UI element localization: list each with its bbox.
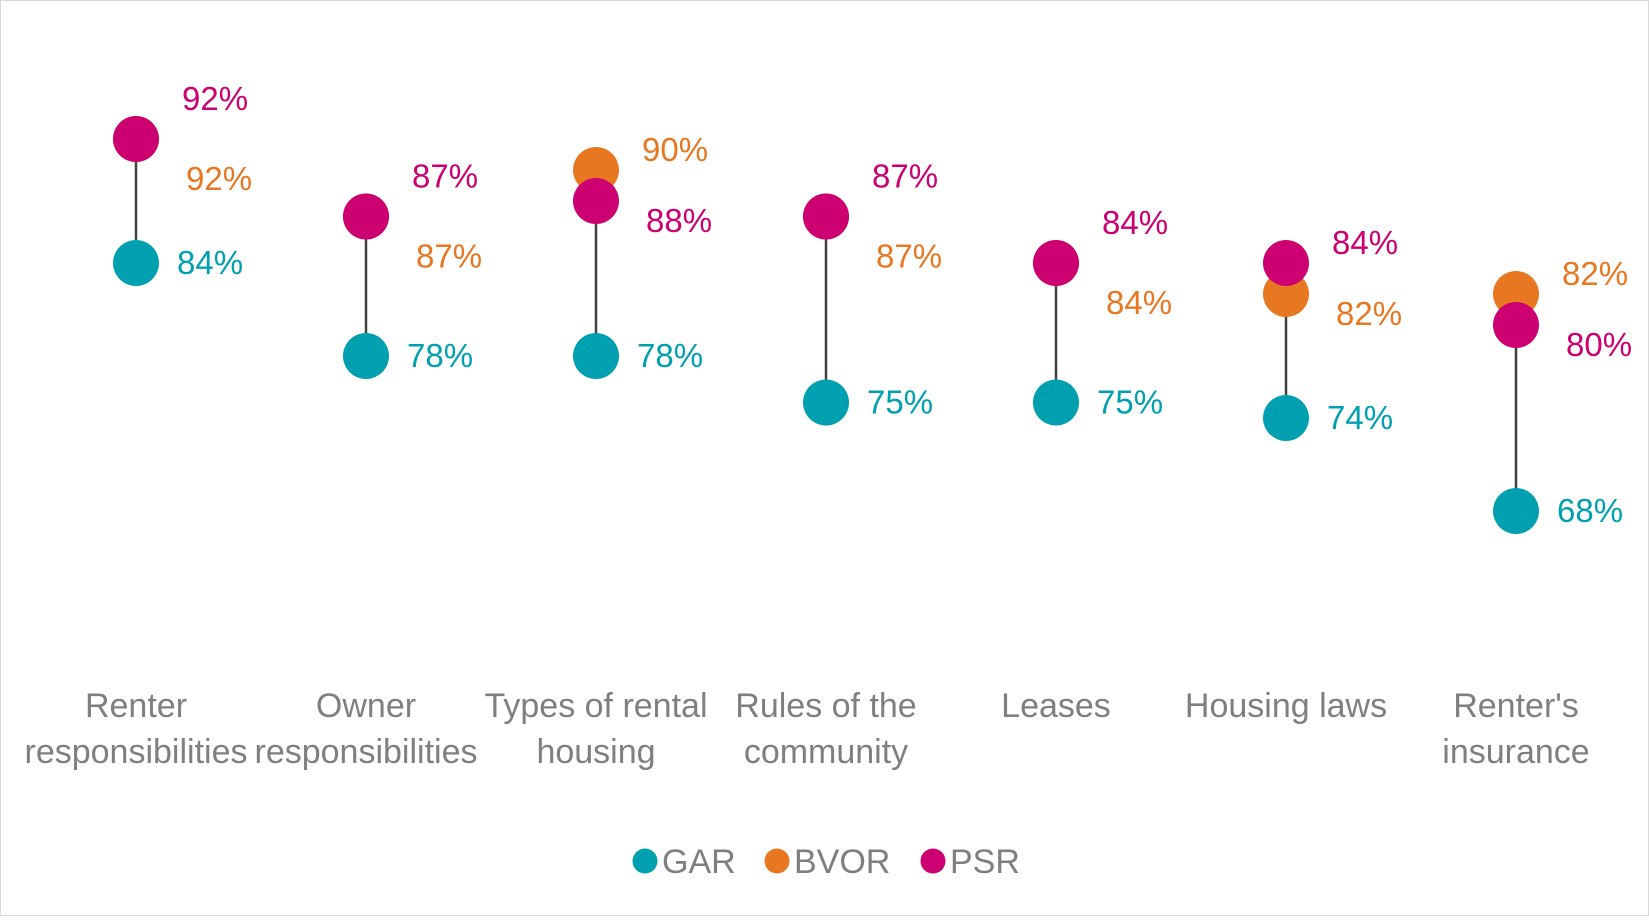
gar-label-4: 75%	[1097, 384, 1163, 421]
category-label-0-0: Renter	[85, 687, 187, 725]
gar-label-5: 74%	[1327, 399, 1393, 436]
gar-dot-1	[343, 333, 389, 379]
category-label-1-1: responsibilities	[255, 733, 478, 771]
category-label-3-0: Rules of the	[735, 687, 916, 725]
psr-label-2: 88%	[646, 202, 712, 239]
psr-dot-2	[573, 178, 619, 224]
psr-label-3: 87%	[872, 158, 938, 195]
category-label-0-1: responsibilities	[25, 733, 248, 771]
category-label-3-1: community	[744, 733, 908, 771]
gar-dot-0	[113, 240, 159, 286]
psr-dot-3	[803, 193, 849, 240]
category-label-1-0: Owner	[316, 687, 416, 725]
legend-marker-gar	[632, 848, 658, 874]
psr-dot-1	[343, 193, 389, 240]
bvor-label-1: 87%	[416, 238, 482, 275]
psr-label-1: 87%	[412, 158, 478, 195]
gar-dot-4	[1033, 379, 1079, 426]
gar-dot-5	[1263, 395, 1309, 441]
category-label-6-1: insurance	[1442, 733, 1589, 771]
legend-label-psr: PSR	[950, 843, 1020, 881]
gar-dot-2	[573, 333, 619, 379]
bvor-label-3: 87%	[876, 238, 942, 275]
psr-dot-6	[1493, 302, 1539, 348]
psr-label-0: 92%	[182, 80, 248, 117]
legend-marker-bvor	[764, 848, 790, 874]
gar-label-2: 78%	[637, 337, 703, 374]
psr-dot-5	[1263, 240, 1309, 286]
category-label-6-0: Renter's	[1453, 687, 1579, 725]
psr-label-6: 80%	[1566, 326, 1632, 363]
legend-marker-psr	[920, 848, 946, 874]
category-label-2-1: housing	[536, 733, 655, 771]
psr-dot-4	[1033, 240, 1079, 286]
gar-label-1: 78%	[407, 337, 473, 374]
psr-label-4: 84%	[1102, 204, 1168, 241]
bvor-label-5: 82%	[1336, 295, 1402, 332]
psr-dot-0	[113, 116, 159, 162]
gar-label-6: 68%	[1557, 492, 1623, 529]
bvor-label-4: 84%	[1106, 284, 1172, 321]
gar-dot-6	[1493, 488, 1539, 534]
category-label-4-0: Leases	[1001, 687, 1111, 725]
category-label-2-0: Types of rental	[484, 687, 707, 725]
bvor-label-6: 82%	[1562, 255, 1628, 292]
gar-label-3: 75%	[867, 384, 933, 421]
psr-label-5: 84%	[1332, 224, 1398, 261]
bvor-label-2: 90%	[642, 131, 708, 168]
category-label-5-0: Housing laws	[1185, 687, 1387, 725]
bvor-label-0: 92%	[186, 160, 252, 197]
legend-label-bvor: BVOR	[794, 843, 890, 881]
gar-label-0: 84%	[177, 244, 243, 281]
gar-dot-3	[803, 379, 849, 426]
legend-label-gar: GAR	[662, 843, 736, 881]
